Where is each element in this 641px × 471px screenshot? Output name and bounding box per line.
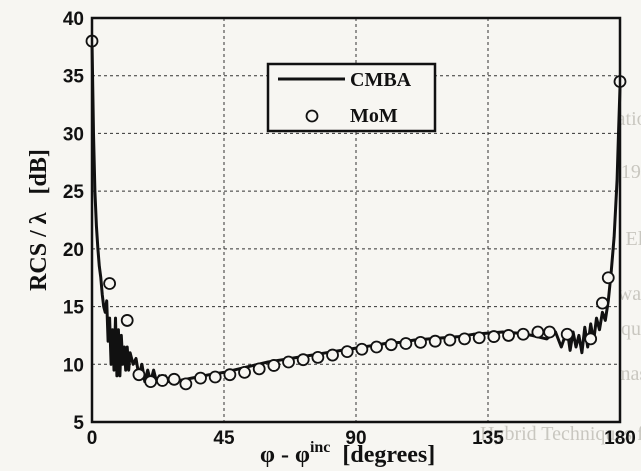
y-tick-label: 5 [73, 413, 84, 434]
mom-point [144, 375, 158, 389]
x-axis-title-unit: [degrees] [342, 442, 435, 468]
mom-point [282, 355, 295, 369]
mom-point [238, 365, 251, 379]
mom-point [326, 348, 339, 362]
mom-point [516, 327, 530, 341]
y-tick-label: 35 [63, 67, 85, 88]
mom-point [584, 332, 598, 346]
mom-point [458, 332, 471, 346]
mom-point [167, 372, 181, 386]
mom-point [472, 331, 486, 345]
x-tick-label: 90 [345, 428, 366, 449]
x-tick-label: 180 [604, 428, 636, 449]
mom-point [399, 337, 413, 350]
legend-mom-label: MoM [350, 105, 398, 127]
mom-point [223, 368, 237, 382]
mom-point [340, 345, 354, 358]
legend: CMBA MoM [266, 62, 437, 133]
y-tick-label: 40 [63, 9, 84, 30]
mom-point [543, 325, 556, 339]
mom-point [443, 333, 457, 347]
tick-labels: 0 45 90 135 180 5 10 15 20 25 30 35 40 [63, 9, 636, 449]
y-tick-label: 10 [63, 355, 84, 376]
mom-point [311, 350, 325, 364]
series-layer [85, 34, 627, 391]
mom-point [179, 377, 193, 391]
legend-mom-marker [305, 109, 319, 123]
x-axis-title-main: φ - φ [260, 442, 310, 468]
mom-point [155, 374, 169, 387]
mom-point [355, 342, 369, 356]
mom-point [267, 359, 281, 372]
y-tick-label: 30 [63, 124, 84, 145]
mom-point [601, 271, 615, 285]
legend-cmba-label: CMBA [350, 69, 412, 91]
mom-point [596, 296, 609, 310]
mom-point [428, 334, 442, 348]
mom-point [384, 338, 398, 352]
y-tick-label: 20 [63, 240, 84, 261]
x-tick-label: 45 [213, 428, 235, 449]
x-tick-label: 135 [472, 428, 504, 449]
mom-point [252, 362, 266, 376]
x-tick-label: 0 [87, 428, 98, 449]
mom-point [132, 368, 146, 382]
plot-frame [90, 16, 622, 424]
mom-point [531, 325, 545, 339]
mom-point [194, 371, 207, 385]
background-text-line: Hybrid Techniques for Electromagnetic [480, 423, 641, 445]
y-tick-label: 25 [63, 182, 85, 203]
mom-point [502, 329, 515, 342]
mom-point [103, 277, 116, 290]
mom-point [560, 327, 574, 341]
x-axis-title-superscript: inc [310, 439, 330, 456]
mom-point [208, 370, 222, 384]
mom-point [370, 340, 383, 354]
mom-point [296, 353, 310, 367]
mom-point [414, 335, 427, 349]
legend-box [266, 62, 437, 133]
mom-point [120, 314, 134, 327]
y-axis-title: RCS / λ [dB] [26, 149, 52, 291]
x-axis-title: φ - φinc [degrees] [260, 439, 435, 468]
y-tick-label: 15 [63, 298, 85, 319]
mom-point [487, 330, 501, 343]
